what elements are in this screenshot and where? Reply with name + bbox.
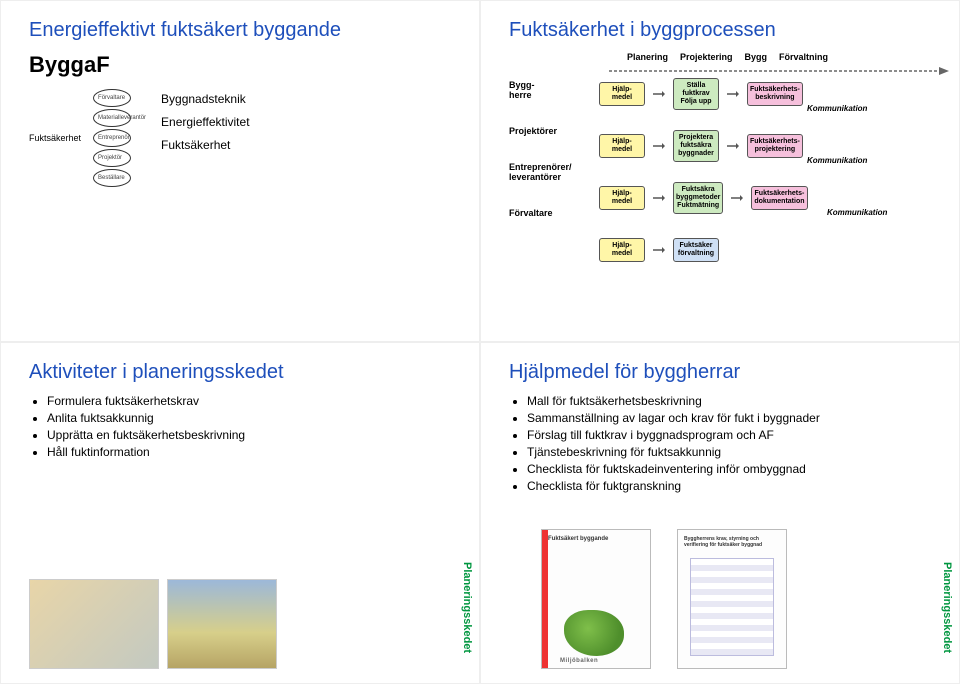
q1-body: Fuktsäkerhet Förvaltare Materialleverantö… (29, 88, 459, 188)
slide-activities: Aktiviteter i planeringsskedet Formulera… (0, 342, 480, 684)
thumb-document-1: Fuktsäkert byggande Miljöbalken (541, 529, 651, 669)
role-column: Bygg-herre Projektörer Entreprenörer/lever… (509, 80, 589, 218)
chain-ellipse: Entreprenör (93, 129, 131, 147)
q4-title: Hjälpmedel för byggherrar (509, 361, 939, 384)
arrow-icon (727, 140, 739, 152)
concept-item: Fuktsäkerhet (161, 134, 250, 157)
matrix-box: Hjälp-medel (599, 82, 645, 106)
chain-ellipse: Projektör (93, 149, 131, 167)
role-label: Bygg-herre (509, 80, 589, 100)
list-item: Sammanställning av lagar och krav för fu… (527, 411, 939, 425)
timeline-arrow (609, 64, 949, 78)
phase-label: Planering (627, 52, 668, 62)
matrix-row: Hjälp-medel Fuktsäkerförvaltning (599, 238, 719, 262)
list-item: Formulera fuktsäkerhetskrav (47, 394, 459, 408)
slide-tools: Hjälpmedel för byggherrar Mall för fukts… (480, 342, 960, 684)
list-item: Mall för fuktsäkerhetsbeskrivning (527, 394, 939, 408)
photo-model (29, 579, 159, 669)
matrix-box: Fuktsäkerhets-dokumentation (751, 186, 807, 210)
matrix-box: StällafuktkravFölja upp (673, 78, 719, 110)
thumb1-heading: Fuktsäkert byggande (548, 536, 644, 542)
thumb2-heading: Byggherrens krav, styrning och verifieri… (684, 536, 780, 548)
photo-row (29, 579, 277, 669)
thumb-row: Fuktsäkert byggande Miljöbalken Byggherr… (541, 529, 787, 669)
list-item: Anlita fuktsakkunnig (47, 411, 459, 425)
list-item: Håll fuktinformation (47, 445, 459, 459)
matrix-row: Hjälp-medel Projekterafuktsäkrabyggnader F… (599, 130, 803, 162)
list-item: Tjänstebeskrivning för fuktsakkunnig (527, 445, 939, 459)
matrix-box: Projekterafuktsäkrabyggnader (673, 130, 719, 162)
phase-label: Projektering (680, 52, 733, 62)
phase-label: Bygg (745, 52, 768, 62)
communication-label: Kommunikation (807, 104, 867, 113)
arrow-icon (653, 140, 665, 152)
q1-title: Energieffektivt fuktsäkert byggande (29, 19, 459, 42)
slide-byggaf: Energieffektivt fuktsäkert byggande Bygg… (0, 0, 480, 342)
matrix-box: Fuktsäkerhets-beskrivning (747, 82, 803, 106)
phase-tag: Planeringsskedet (461, 562, 473, 653)
arrow-icon (653, 88, 665, 100)
matrix-box: Fuktsäkerhets-projektering (747, 134, 803, 158)
chain-ellipse: Materialleverantör (93, 109, 131, 127)
arrow-icon (653, 244, 665, 256)
q2-title: Fuktsäkerhet i byggprocessen (509, 19, 939, 42)
list-item: Checklista för fuktgranskning (527, 479, 939, 493)
concept-list: ByggnadsteknikEnergieffektivitetFuktsäke… (161, 88, 250, 188)
phase-tag: Planeringsskedet (941, 562, 953, 653)
chain-ellipse: Förvaltare (93, 89, 131, 107)
q1-subtitle: ByggaF (29, 52, 459, 78)
chain-ellipse-label: Förvaltare (98, 95, 125, 101)
matrix-box: Fuktsäkerförvaltning (673, 238, 719, 262)
thumb-document-2: Byggherrens krav, styrning och verifieri… (677, 529, 787, 669)
chain-diagram: Fuktsäkerhet Förvaltare Materialleverantö… (29, 88, 131, 188)
concept-item: Energieffektivitet (161, 111, 250, 134)
list-item: Checklista för fuktskadeinventering infö… (527, 462, 939, 476)
matrix-row: Hjälp-medel StällafuktkravFölja upp Fuktsä… (599, 78, 803, 110)
process-matrix: Planering Projektering Bygg Förvaltning Byg… (509, 52, 939, 292)
phase-row: Planering Projektering Bygg Förvaltning (627, 52, 828, 62)
list-item: Upprätta en fuktsäkerhetsbeskrivning (47, 428, 459, 442)
arrow-icon (727, 88, 739, 100)
matrix-box: FuktsäkrabyggmetoderFuktmätning (673, 182, 723, 214)
photo-building (167, 579, 277, 669)
concept-item: Byggnadsteknik (161, 88, 250, 111)
role-label: Entreprenörer/leverantörer (509, 162, 589, 182)
role-label: Förvaltare (509, 208, 589, 218)
matrix-row: Hjälp-medel FuktsäkrabyggmetoderFuktmätni… (599, 182, 808, 214)
arrow-icon (731, 192, 743, 204)
chain-label: Fuktsäkerhet (29, 133, 83, 143)
q3-list: Formulera fuktsäkerhetskrav Anlita fuktsa… (47, 394, 459, 459)
chain-ellipse-label: Projektör (98, 155, 122, 161)
chain-ellipse-label: Entreprenör (98, 135, 130, 141)
matrix-box: Hjälp-medel (599, 186, 645, 210)
role-label: Projektörer (509, 126, 589, 136)
matrix-box: Hjälp-medel (599, 238, 645, 262)
chain-ellipse-label: Materialleverantör (98, 115, 146, 121)
arrow-icon (653, 192, 665, 204)
chain-ellipse: Beställare (93, 169, 131, 187)
matrix-box: Hjälp-medel (599, 134, 645, 158)
slide-process: Fuktsäkerhet i byggprocessen Planering Pr… (480, 0, 960, 342)
chain-ellipse-label: Beställare (98, 175, 125, 181)
q4-list: Mall för fuktsäkerhetsbeskrivning Sammans… (527, 394, 939, 493)
communication-label: Kommunikation (807, 156, 867, 165)
q3-title: Aktiviteter i planeringsskedet (29, 361, 459, 384)
chain-column: Förvaltare Materialleverantör Entreprenör P… (93, 88, 131, 188)
phase-label: Förvaltning (779, 52, 828, 62)
communication-label: Kommunikation (827, 208, 887, 217)
list-item: Förslag till fuktkrav i byggnadsprogram … (527, 428, 939, 442)
